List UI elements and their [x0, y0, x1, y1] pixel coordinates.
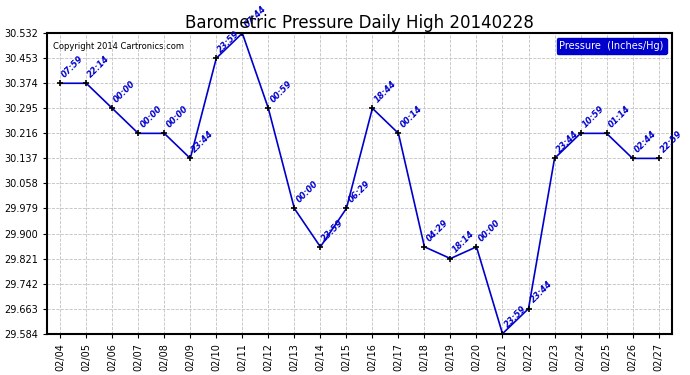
Text: Copyright 2014 Cartronics.com: Copyright 2014 Cartronics.com	[53, 42, 184, 51]
Text: 02:44: 02:44	[633, 129, 658, 154]
Text: 22:59: 22:59	[658, 129, 684, 154]
Legend: Pressure  (Inches/Hg): Pressure (Inches/Hg)	[557, 38, 667, 54]
Text: 23:59: 23:59	[502, 304, 528, 330]
Text: 06:29: 06:29	[346, 179, 372, 205]
Text: 00:00: 00:00	[138, 104, 164, 129]
Text: 00:00: 00:00	[295, 179, 319, 205]
Text: 18:14: 18:14	[451, 230, 476, 255]
Text: 23:59: 23:59	[320, 217, 346, 243]
Text: 23:59: 23:59	[216, 29, 241, 54]
Text: 23:44: 23:44	[555, 129, 580, 154]
Text: 18:44: 18:44	[373, 79, 397, 105]
Text: 23:44: 23:44	[190, 129, 216, 154]
Text: 01:14: 01:14	[607, 104, 632, 129]
Text: 04:29: 04:29	[424, 217, 450, 243]
Text: 00:59: 00:59	[268, 79, 294, 105]
Text: 00:00: 00:00	[164, 104, 190, 129]
Text: 07:44: 07:44	[242, 4, 268, 29]
Text: 23:44: 23:44	[529, 279, 554, 305]
Text: 07:59: 07:59	[60, 54, 86, 80]
Title: Barometric Pressure Daily High 20140228: Barometric Pressure Daily High 20140228	[185, 13, 534, 32]
Text: 00:14: 00:14	[398, 104, 424, 129]
Text: 10:59: 10:59	[580, 104, 606, 129]
Text: 22:14: 22:14	[86, 54, 112, 80]
Text: 00:00: 00:00	[112, 79, 137, 105]
Text: 00:00: 00:00	[477, 217, 502, 243]
